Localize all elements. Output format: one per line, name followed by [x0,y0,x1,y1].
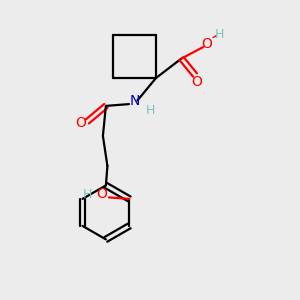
Text: O: O [192,76,203,89]
Text: O: O [201,37,212,50]
Text: O: O [75,116,86,130]
Text: H: H [215,28,224,41]
Text: O: O [96,188,107,201]
Text: H: H [82,188,92,201]
Text: N: N [130,94,140,108]
Text: H: H [145,104,155,118]
